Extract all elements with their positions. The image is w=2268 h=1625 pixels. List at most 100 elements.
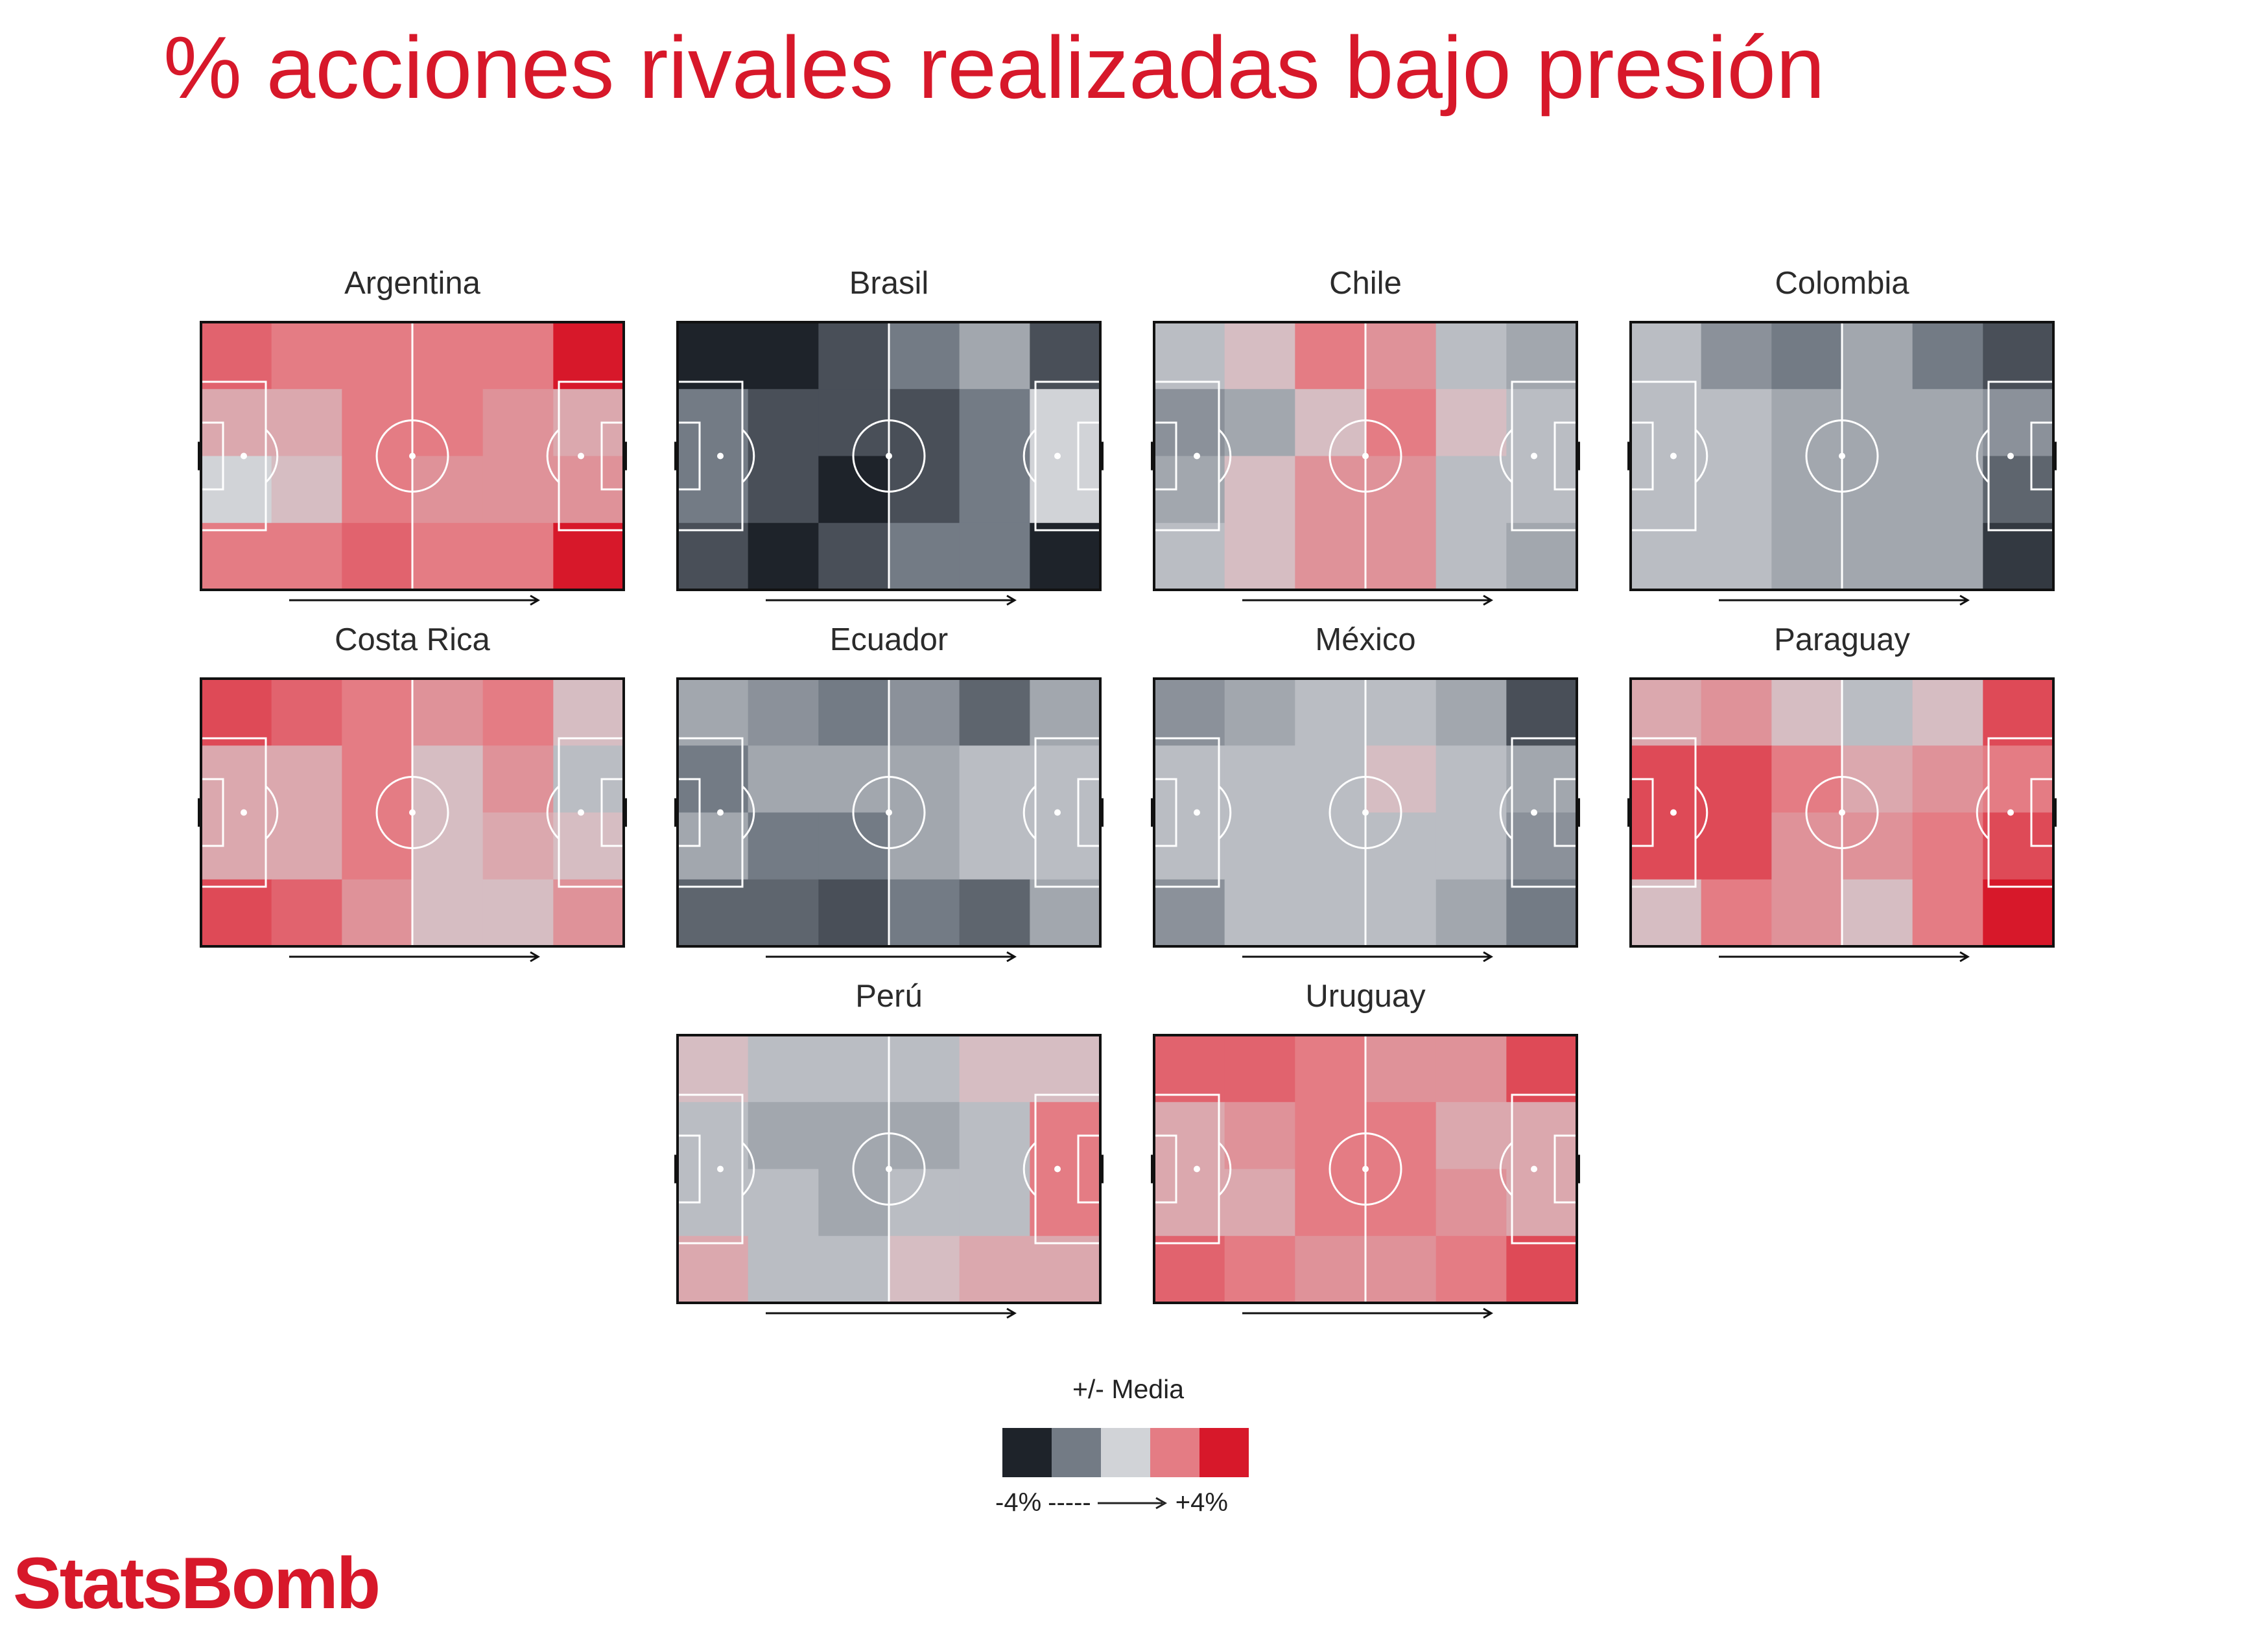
heatmap-cell (959, 456, 1030, 524)
goal-right (1100, 1154, 1104, 1184)
pitch-marking (1362, 452, 1369, 460)
legend-high-label: +4% (1175, 1488, 1228, 1517)
heatmap-cell (1842, 879, 1913, 947)
heatmap-cell (1842, 522, 1913, 590)
goal-left (1627, 441, 1631, 471)
attack-direction-arrow-icon (1242, 951, 1493, 963)
heatmap-cell (889, 879, 960, 947)
heatmap-cell (1435, 522, 1507, 590)
pitch-marking (265, 428, 279, 484)
pitch-marking (717, 809, 724, 816)
heatmap-cell (271, 812, 342, 880)
team-name-chile: Chile (1329, 266, 1402, 301)
pitch-marking (1054, 1165, 1061, 1173)
heatmap-cell (748, 1102, 819, 1170)
chart-title: % acciones rivales realizadas bajo presi… (163, 18, 1825, 117)
heatmap-cell (748, 522, 819, 590)
heatmap-cell (412, 879, 484, 947)
heatmap-cell (1701, 389, 1772, 457)
pitch-marking (2007, 452, 2014, 460)
heatmap-cell (1506, 879, 1577, 947)
heatmap-cell (1224, 745, 1295, 813)
pitch-marking (1839, 452, 1845, 460)
pitch-heatmap-uruguay (1151, 1034, 1580, 1319)
pitch-marking (1218, 785, 1232, 840)
heatmap-cell (748, 745, 819, 813)
heatmap-cell (1365, 322, 1437, 390)
heatmap-cell (1771, 879, 1843, 947)
heatmap-cell (553, 879, 624, 947)
heatmap-cell (1030, 1235, 1101, 1304)
heatmap-cell (1435, 879, 1507, 947)
heatmap-cell (271, 456, 342, 524)
heatmap-cell (748, 1235, 819, 1304)
pitch-marking (241, 809, 247, 816)
goal-right (1577, 798, 1580, 827)
heatmap-cell (271, 322, 342, 390)
pitch-marking (375, 419, 449, 493)
heatmap-cell (1224, 522, 1295, 590)
heatmap-cell (553, 322, 624, 390)
heatmap-cell (201, 679, 272, 746)
heatmap-cell (482, 679, 554, 746)
pitch-marking (741, 1141, 755, 1197)
pitch-marking (1694, 785, 1708, 840)
heatmap-cell (1030, 1035, 1101, 1103)
heatmap-cell (482, 879, 554, 947)
pitch-marking (852, 776, 926, 849)
heatmap-cell (1224, 812, 1295, 880)
pitch-marking (1805, 419, 1879, 493)
pitch-heatmap-paraguay (1627, 677, 2057, 963)
heatmap-cell (1842, 322, 1913, 390)
heatmap-cell (1365, 522, 1437, 590)
attack-direction-arrow-icon (1719, 951, 1970, 963)
goal-left (198, 441, 201, 471)
heatmap-cell (1842, 679, 1913, 746)
heatmap-cell (1224, 1102, 1295, 1170)
heatmap-cell (271, 389, 342, 457)
heatmap-cell (1983, 522, 2054, 590)
goal-left (198, 798, 201, 827)
attack-direction-arrow-icon (766, 951, 1017, 963)
heatmap-cell (1224, 879, 1295, 947)
pitch-marking (1362, 1165, 1369, 1173)
heatmap-cell (1631, 322, 1702, 390)
team-name-peru: Perú (855, 979, 923, 1014)
heatmap-cell (1224, 1235, 1295, 1304)
heatmap-cell (678, 322, 749, 390)
pitch-marking (1499, 1141, 1513, 1197)
heatmap-cell (818, 522, 890, 590)
heatmap-cell (1631, 879, 1702, 947)
goal-left (1627, 798, 1631, 827)
heatmap-cell (1295, 522, 1366, 590)
heatmap-cell (482, 812, 554, 880)
pitch-marking (741, 785, 755, 840)
goal-right (1100, 441, 1104, 471)
heatmap-cell (1435, 1102, 1507, 1170)
pitch-marking (852, 1132, 926, 1206)
heatmap-cell (1435, 1235, 1507, 1304)
heatmap-cell (1154, 522, 1225, 590)
heatmap-cell (959, 812, 1030, 880)
pitch-marking (886, 1165, 892, 1173)
heatmap-cell (1983, 879, 2054, 947)
heatmap-cell (201, 522, 272, 590)
pitch-marking (1329, 776, 1402, 849)
pitch-heatmap-peru (674, 1034, 1104, 1319)
pitch-marking (1499, 785, 1513, 840)
heatmap-cell (1435, 322, 1507, 390)
goal-left (1151, 1154, 1154, 1184)
heatmap-cell (748, 1169, 819, 1237)
pitch-marking (1694, 428, 1708, 484)
pitch-marking (1670, 452, 1677, 460)
heatmap-cell (201, 879, 272, 947)
pitch-heatmap-colombia (1627, 321, 2057, 606)
heatmap-cell (271, 522, 342, 590)
team-name-argentina: Argentina (344, 266, 480, 301)
heatmap-cell (1435, 745, 1507, 813)
goal-left (674, 798, 678, 827)
legend-swatch-4 (1150, 1428, 1199, 1477)
heatmap-cell (889, 522, 960, 590)
heatmap-cell (1912, 745, 1983, 813)
heatmap-cell (1295, 1035, 1366, 1103)
